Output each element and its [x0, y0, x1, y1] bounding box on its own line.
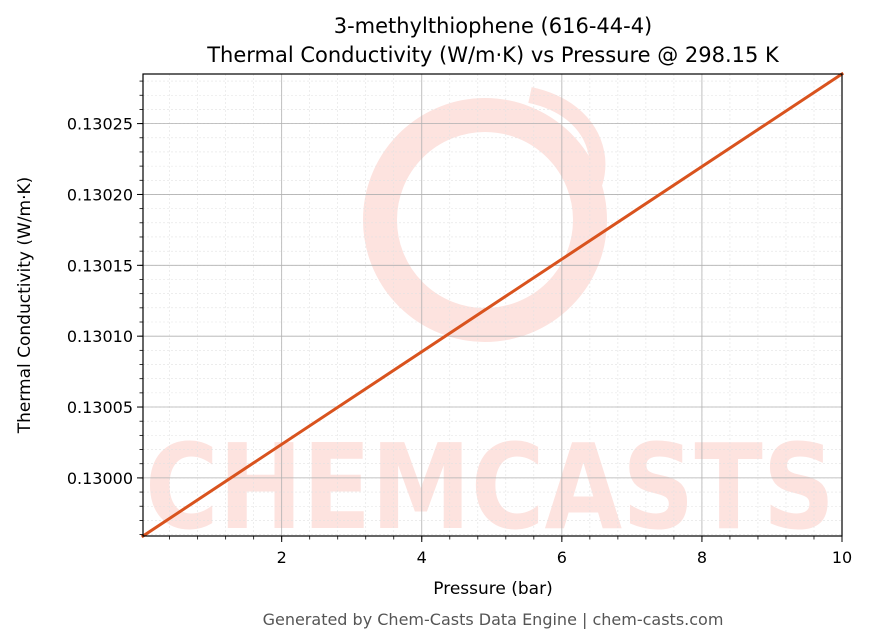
x-tick-label: 8 — [697, 548, 707, 567]
y-axis-ticks: 0.13000 0.13005 0.13010 0.13015 0.13020 0.130… — [67, 80, 143, 535]
y-tick-label: 0.13015 — [67, 256, 133, 275]
x-axis-label: Pressure (bar) — [433, 579, 552, 599]
series-line — [140, 71, 845, 539]
y-tick-label: 0.13020 — [67, 185, 133, 204]
x-tick-label: 10 — [832, 548, 852, 567]
x-tick-label: 4 — [417, 548, 427, 567]
x-tick-label: 2 — [277, 548, 287, 567]
series-layer — [140, 71, 845, 539]
chart-title: 3-methylthiophene (616-44-4) — [334, 14, 653, 38]
major-grid — [143, 74, 843, 536]
x-axis-ticks: 2 4 6 8 10 — [169, 536, 852, 567]
y-tick-label: 0.13005 — [67, 398, 133, 417]
x-tick-label: 6 — [557, 548, 567, 567]
watermark-text: CHEMCASTS — [145, 418, 835, 556]
y-tick-label: 0.13000 — [67, 469, 133, 488]
watermark-logo-icon — [363, 87, 607, 342]
plot-frame — [142, 73, 843, 537]
watermark: CHEMCASTS — [145, 87, 835, 556]
chart-subtitle: Thermal Conductivity (W/m·K) vs Pressure… — [206, 43, 780, 67]
y-tick-label: 0.13010 — [67, 327, 133, 346]
y-axis-label: Thermal Conductivity (W/m·K) — [15, 177, 35, 435]
y-tick-label: 0.13025 — [67, 115, 133, 134]
footer-credit: Generated by Chem-Casts Data Engine | ch… — [263, 610, 724, 629]
